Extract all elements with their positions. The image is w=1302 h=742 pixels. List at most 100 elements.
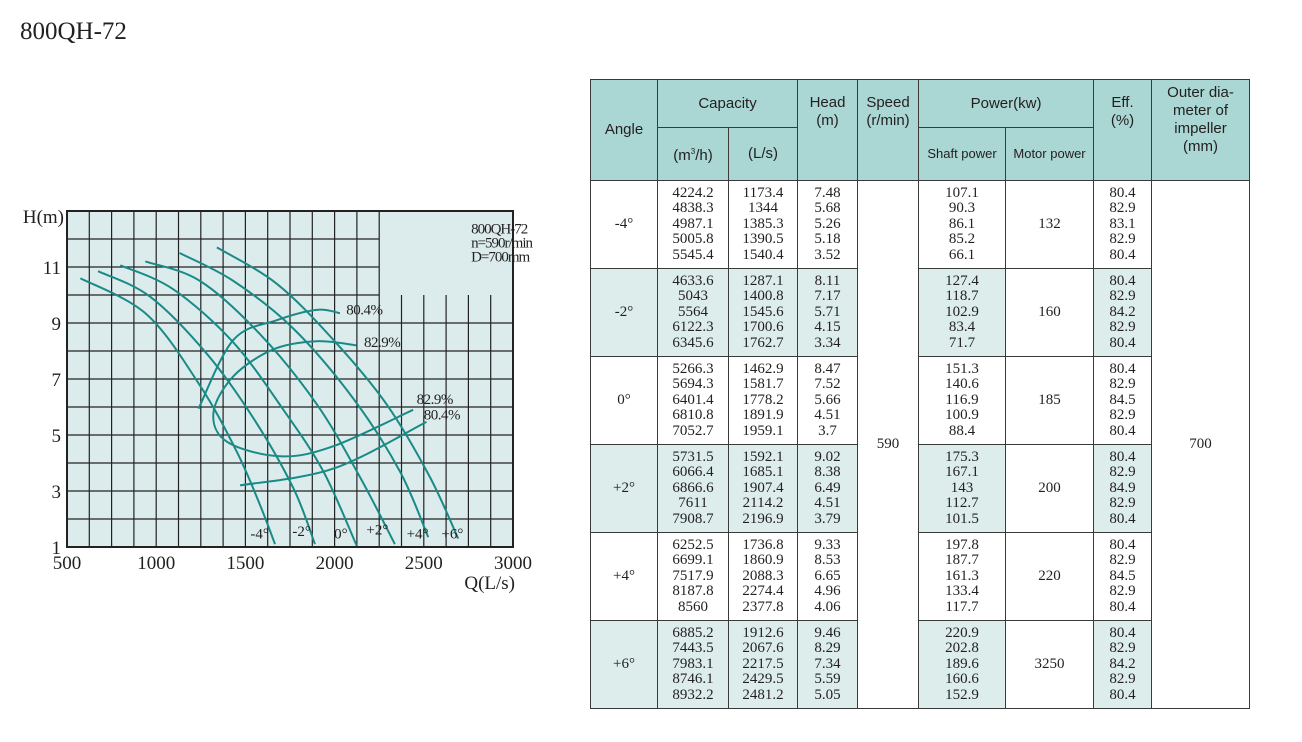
eff-cell: 80.4 82.9 84.5 82.9 80.4 <box>1093 532 1153 621</box>
y-tick-label: 7 <box>52 370 62 391</box>
capacity-ls-cell-value: 1390.5 <box>742 231 784 248</box>
capacity-ls-cell-value: 1736.8 <box>742 536 784 553</box>
capacity-m3h-cell-value: 5266.3 <box>672 360 714 377</box>
shaft-power-cell-value: 107.1 <box>945 184 979 201</box>
capacity-ls-cell-value: 2196.9 <box>742 510 784 527</box>
header-outer-1: Outer dia- <box>1167 84 1234 101</box>
header-head: Head (m) <box>797 79 859 181</box>
plot-border <box>66 210 514 548</box>
header-head-unit: (m) <box>816 112 839 129</box>
eff-cell-value: 80.4 <box>1109 184 1136 201</box>
shaft-power-cell-value: 143 <box>950 479 974 496</box>
shaft-power-cell: 175.3 167.1 143 112.7 101.5 <box>918 444 1007 533</box>
shaft-power-cell-value: 102.9 <box>945 303 979 320</box>
eff-cell: 80.4 82.9 84.5 82.9 80.4 <box>1093 356 1153 445</box>
table-row-group: -4° 4224.2 4838.3 4987.1 5005.8 5545.4 1173.4 1… <box>590 180 1251 709</box>
x-tick-label: 2000 <box>316 553 354 574</box>
capacity-ls-cell-value: 2114.2 <box>742 495 784 512</box>
eff-cell-value: 84.5 <box>1109 567 1136 584</box>
angle-cell: 0° <box>590 356 658 445</box>
eff-cell-value: 84.9 <box>1109 479 1136 496</box>
head-cell-value: 6.65 <box>814 567 841 584</box>
eff-cell-value: 84.5 <box>1109 391 1136 408</box>
shaft-power-cell-value: 66.1 <box>948 246 976 263</box>
page-title: 800QH-72 <box>20 18 127 45</box>
motor-power-cell: 160 <box>1005 268 1095 357</box>
head-cell-value: 9.46 <box>814 624 841 641</box>
capacity-ls-cell-value: 2088.3 <box>742 567 784 584</box>
x-tick-label: 1000 <box>137 553 175 574</box>
capacity-ls-cell-value: 1912.6 <box>742 624 784 641</box>
angle-label: 0° <box>334 527 348 543</box>
capacity-m3h-cell-value: 7052.7 <box>672 422 714 439</box>
angle-label: +6° <box>441 527 463 543</box>
inset-text: D=700mm <box>471 249 530 265</box>
capacity-m3h-cell-value: 7983.1 <box>672 655 714 672</box>
shaft-power-cell: 220.9 202.8 189.6 160.6 152.9 <box>918 620 1007 709</box>
head-cell-value: 3.52 <box>814 246 841 263</box>
head-curve-4 <box>179 252 430 538</box>
header-capacity-ls: (L/s) <box>727 127 799 181</box>
capacity-ls-cell-value: 1462.9 <box>742 360 784 377</box>
eff-cell-value: 80.4 <box>1109 334 1136 351</box>
head-cell-value: 9.33 <box>814 536 841 553</box>
table-row-group: -2° 4633.6 5043 5564 6122.3 6345.6 1287.1 1400.… <box>590 268 1250 357</box>
shaft-power-cell-value: 71.7 <box>948 334 976 351</box>
x-tick-label: 1500 <box>226 553 264 574</box>
capacity-m3h-cell: 4633.6 5043 5564 6122.3 6345.6 <box>657 268 729 357</box>
shaft-power-cell-value: 220.9 <box>945 624 979 641</box>
capacity-m3h-cell-value: 5731.5 <box>672 448 714 465</box>
shaft-power-cell-value: 88.4 <box>948 422 976 439</box>
header-angle: Angle <box>590 79 658 181</box>
eff-cell-value: 80.4 <box>1109 510 1136 527</box>
capacity-ls-cell-value: 1762.7 <box>742 334 784 351</box>
efficiency-curve-0 <box>197 308 341 410</box>
head-cell-value: 7.17 <box>814 288 841 305</box>
shaft-power-cell-value: 101.5 <box>945 510 979 527</box>
header-outer-4: (mm) <box>1183 138 1218 155</box>
capacity-m3h-cell-value: 5545.4 <box>672 246 714 263</box>
eff-cell-value: 82.9 <box>1109 288 1136 305</box>
capacity-m3h-cell-value: 8187.8 <box>672 583 714 600</box>
head-cell-value: 5.68 <box>814 200 841 217</box>
eff-cell-value: 82.9 <box>1109 583 1136 600</box>
eff-cell-value: 80.4 <box>1109 422 1136 439</box>
angle-label: -2° <box>292 524 311 540</box>
capacity-m3h-cell-value: 4633.6 <box>672 272 714 289</box>
capacity-ls-cell-value: 1545.6 <box>742 303 784 320</box>
motor-power-cell: 220 <box>1005 532 1095 621</box>
eff-cell-value: 80.4 <box>1109 624 1136 641</box>
eff-cell-value: 80.4 <box>1109 598 1136 615</box>
motor-power-cell: 200 <box>1005 444 1095 533</box>
capacity-ls-cell-value: 1173.4 <box>742 184 784 201</box>
capacity-ls-cell-value: 1581.7 <box>742 376 784 393</box>
angle-cell: -4° <box>590 180 658 269</box>
table-body: -4° 4224.2 4838.3 4987.1 5005.8 5545.4 1173.4 1… <box>590 180 1251 709</box>
head-cell-value: 7.48 <box>814 184 841 201</box>
outer-diameter-cell: 700 <box>1151 180 1251 709</box>
capacity-m3h-cell-value: 7517.9 <box>672 567 714 584</box>
capacity-ls-cell: 1736.8 1860.9 2088.3 2274.4 2377.8 <box>727 532 799 621</box>
shaft-power-cell-value: 133.4 <box>945 583 979 600</box>
head-cell-value: 9.02 <box>814 448 841 465</box>
eff-cell-value: 82.9 <box>1109 552 1136 569</box>
eff-cell-value: 82.9 <box>1109 464 1136 481</box>
capacity-m3h-cell-value: 4838.3 <box>672 200 714 217</box>
capacity-m3h-cell-value: 5043 <box>678 288 708 305</box>
capacity-ls-cell-value: 2429.5 <box>742 671 784 688</box>
eff-cell-value: 80.4 <box>1109 360 1136 377</box>
capacity-m3h-cell: 4224.2 4838.3 4987.1 5005.8 5545.4 <box>657 180 729 269</box>
shaft-power-cell-value: 90.3 <box>948 200 976 217</box>
head-cell-value: 7.34 <box>814 655 841 672</box>
angle-cell: +4° <box>590 532 658 621</box>
head-cell-value: 8.29 <box>814 640 841 657</box>
capacity-m3h-cell: 5266.3 5694.3 6401.4 6810.8 7052.7 <box>657 356 729 445</box>
shaft-power-cell: 127.4 118.7 102.9 83.4 71.7 <box>918 268 1007 357</box>
eff-cell-value: 80.4 <box>1109 272 1136 289</box>
capacity-ls-cell-value: 1344 <box>748 200 778 217</box>
capacity-ls-cell-value: 1540.4 <box>742 246 784 263</box>
header-eff-label: Eff. <box>1111 94 1134 111</box>
efficiency-curve-3 <box>239 420 427 487</box>
capacity-m3h-cell: 6252.5 6699.1 7517.9 8187.8 8560 <box>657 532 729 621</box>
speed-cell: 590 <box>857 180 920 709</box>
